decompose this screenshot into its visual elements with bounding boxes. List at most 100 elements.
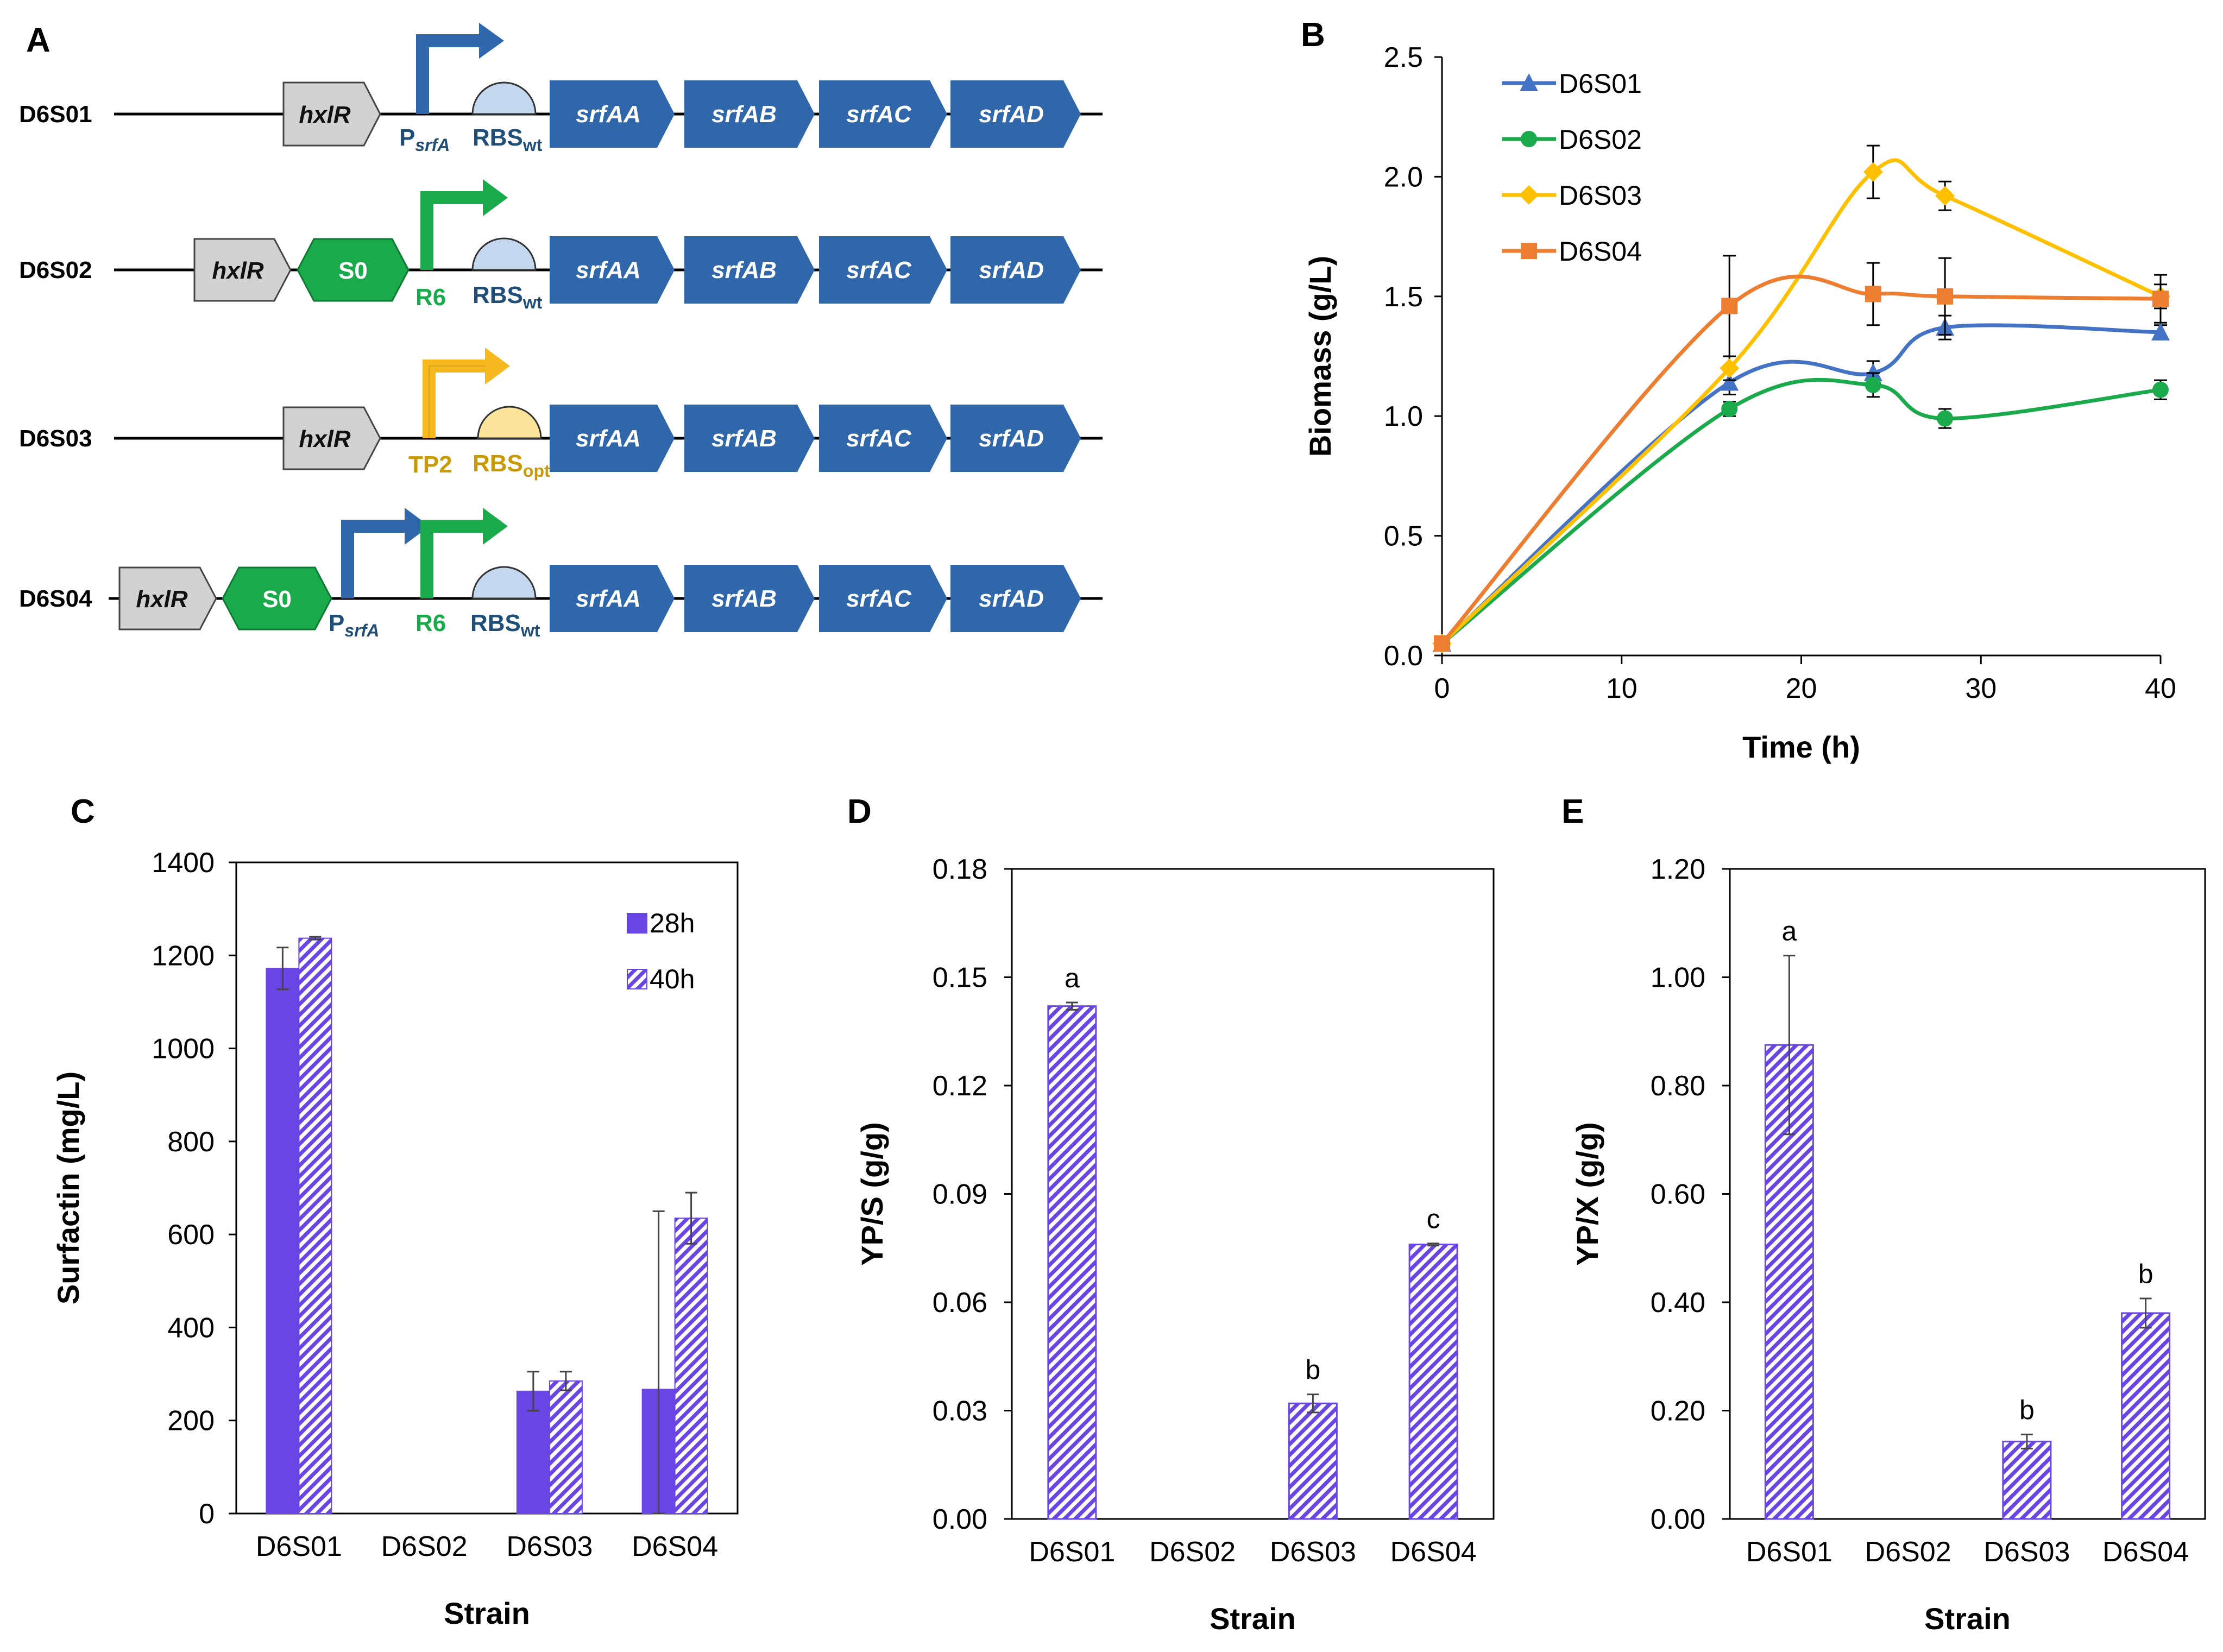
- gene-label: srfAD: [979, 425, 1044, 452]
- x-tick-label: 0: [1434, 673, 1450, 704]
- x-axis-label: Time (h): [1742, 730, 1860, 764]
- bar-40h-d6s01: [298, 937, 332, 1514]
- y-axis-label: YP/S (g/g): [855, 1122, 889, 1265]
- gene-label: srfAA: [576, 585, 641, 612]
- promoter-arrowhead: [483, 508, 508, 545]
- legend-label: D6S02: [1559, 124, 1642, 155]
- rbs-label: RBSopt: [473, 450, 550, 481]
- promoter-arrow-outline: [429, 365, 487, 438]
- gene-srfaa: [550, 236, 675, 304]
- construct-label: D6S01: [19, 101, 92, 128]
- rbs-label: RBSwt: [473, 124, 543, 155]
- x-tick-label: D6S01: [256, 1531, 342, 1562]
- gene-label: srfAB: [711, 425, 777, 452]
- bar-d6s04: [1408, 1244, 1458, 1520]
- gene-srfaa: [550, 405, 675, 472]
- significance-letter: c: [1427, 1204, 1440, 1234]
- legend-label: D6S04: [1559, 236, 1642, 267]
- y-tick-label: 1000: [152, 1033, 215, 1065]
- rbs-part: [477, 406, 542, 439]
- data-point: [1521, 243, 1537, 259]
- data-point: [1434, 635, 1450, 652]
- significance-letter: b: [2138, 1259, 2153, 1289]
- x-tick-label: D6S02: [381, 1531, 468, 1562]
- data-point: [1720, 358, 1740, 379]
- y-tick-label: 0.20: [1651, 1396, 1705, 1427]
- y-tick-label: 0.15: [933, 962, 987, 994]
- gene-label: srfAD: [979, 101, 1044, 128]
- y-tick-label: 1400: [152, 847, 215, 879]
- y-tick-label: 1.5: [1384, 281, 1423, 313]
- data-point: [1937, 410, 1954, 427]
- hxlr-part: [282, 81, 381, 147]
- legend-swatch: [627, 913, 647, 934]
- y-tick-label: 0.5: [1384, 521, 1423, 552]
- x-tick-label: D6S04: [632, 1531, 718, 1562]
- series-line: [1440, 158, 2162, 645]
- y-tick-label: 600: [167, 1219, 215, 1251]
- x-tick-label: D6S03: [506, 1531, 593, 1562]
- y-axis-label: Biomass (g/L): [1303, 256, 1337, 457]
- significance-letter: b: [1305, 1355, 1320, 1385]
- x-tick-label: D6S03: [1270, 1536, 1356, 1568]
- data-point: [2152, 381, 2169, 398]
- x-tick-label: D6S03: [1983, 1536, 2070, 1568]
- gene-srfac: [819, 565, 947, 632]
- construct-label: D6S03: [19, 425, 92, 452]
- panel-letter-a: A: [26, 22, 51, 59]
- biomass-line-chart: 0.0 0.5 1.0 1.5 2.0 2.5 Biomass (g/L) 0 10 20 30 40…: [1303, 42, 2176, 764]
- bar-28h-d6s03: [516, 1390, 550, 1514]
- construct-row-d6s03: D6S03 hxlR TP2 RBSopt srfAA srfAB srfAC …: [19, 348, 1103, 481]
- gene-srfab: [684, 565, 815, 632]
- promoter-label: PsrfA: [329, 610, 379, 640]
- construct-row-d6s01: D6S01 hxlR PsrfA RBSwt srfAA srfAB srfAC…: [19, 23, 1103, 155]
- y-tick-label: 0.12: [933, 1070, 987, 1102]
- series-line: [1440, 323, 2161, 645]
- gene-label: srfAC: [846, 101, 912, 128]
- bar-d6s03: [1288, 1402, 1338, 1520]
- legend: 28h 40h: [627, 908, 695, 994]
- panel-letter-d: D: [847, 793, 872, 830]
- yps-bar-chart: 0.00 0.03 0.06 0.09 0.12 0.15 0.18 YP/S (g/g) D6…: [855, 854, 1495, 1636]
- y-tick-label: 0: [199, 1498, 215, 1530]
- s0-terminator-part: [297, 238, 410, 302]
- legend: D6S01 D6S02 D6S03 D6S04: [1502, 68, 1642, 267]
- gene-label: srfAC: [846, 585, 912, 612]
- gene-label: srfAA: [576, 101, 641, 128]
- gene-srfab: [684, 236, 815, 304]
- promoter-arrow-r6: [420, 191, 484, 270]
- promoter-arrowhead: [479, 23, 504, 59]
- bar-40h-d6s03: [549, 1380, 583, 1515]
- legend-swatch: [627, 969, 647, 989]
- promoter-label: R6: [415, 610, 446, 636]
- significance-letter: a: [1781, 916, 1797, 947]
- bar-40h-d6s04: [674, 1218, 708, 1515]
- promoter-arrowhead: [485, 348, 510, 384]
- hxlr-label: hxlR: [299, 426, 351, 452]
- construct-row-d6s02: D6S02 hxlR S0 R6 RBSwt srfAA srfAB srfAC…: [19, 179, 1103, 312]
- y-tick-label: 1.20: [1651, 854, 1705, 885]
- gene-label: srfAA: [576, 425, 641, 452]
- data-point: [1519, 185, 1539, 205]
- gene-srfad: [950, 405, 1081, 472]
- series-line: [1440, 274, 2161, 645]
- x-tick-label: D6S04: [1390, 1536, 1477, 1568]
- gene-srfaa: [550, 80, 675, 148]
- y-axis-label: Surfactin (mg/L): [51, 1071, 85, 1304]
- hxlr-label: hxlR: [299, 102, 351, 128]
- gene-label: srfAD: [979, 257, 1044, 283]
- bar-d6s01: [1047, 1005, 1097, 1520]
- gene-label: srfAA: [576, 257, 641, 283]
- promoter-label: R6: [415, 284, 446, 311]
- y-tick-label: 1.0: [1384, 401, 1423, 432]
- y-tick-label: 1.00: [1651, 962, 1705, 994]
- gene-srfac: [819, 405, 947, 472]
- y-axis-label: YP/X (g/g): [1570, 1122, 1604, 1265]
- gene-label: srfAB: [711, 257, 777, 283]
- bar-d6s04: [2121, 1312, 2171, 1520]
- gene-label: srfAC: [846, 425, 912, 452]
- promoter-arrowhead: [483, 179, 508, 216]
- data-point: [1720, 373, 1739, 391]
- rbs-label: RBSwt: [470, 610, 540, 640]
